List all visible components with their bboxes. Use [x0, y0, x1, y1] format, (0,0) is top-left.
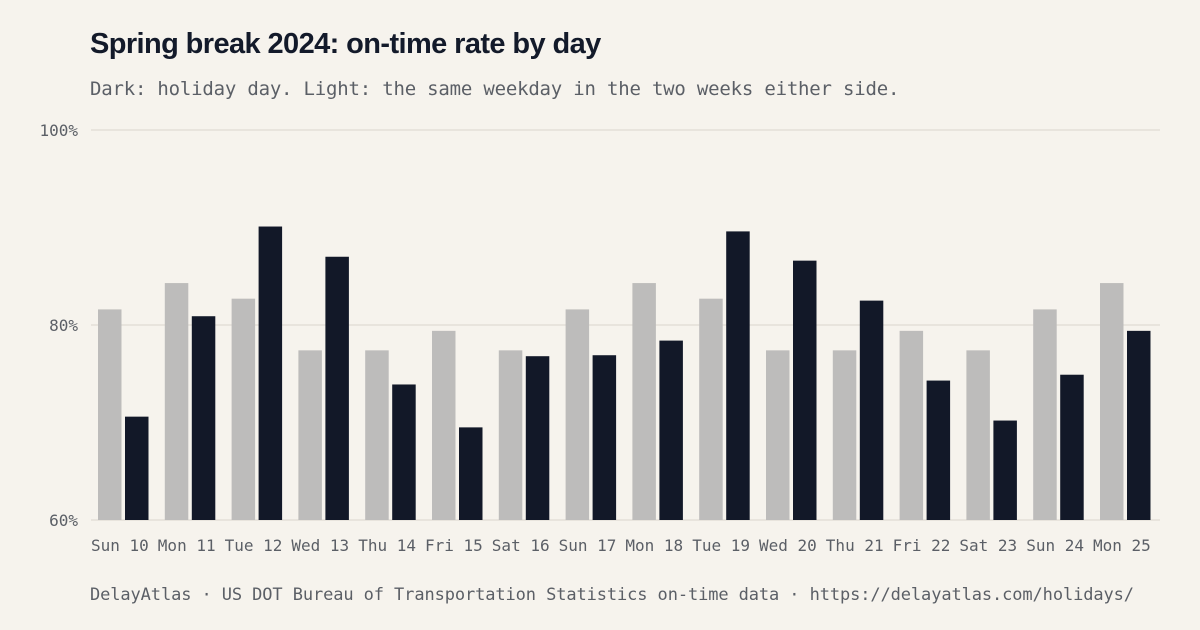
- x-category-label: Mon 11: [158, 536, 216, 555]
- bar-holiday: [926, 380, 951, 520]
- y-tick-label: 80%: [49, 316, 78, 335]
- x-category-label: Sat 16: [492, 536, 550, 555]
- bar-holiday: [726, 231, 750, 520]
- x-category-labels: Sun 10 Mon 11 Tue 12 Wed 13 Thu 14 Fri 15 Sat …: [91, 536, 1151, 555]
- bar-holiday: [525, 356, 550, 520]
- x-category-label: Wed 13: [291, 536, 349, 555]
- chart-title: Spring break 2024: on-time rate by day: [90, 28, 601, 60]
- x-category-label: Sat 23: [959, 536, 1017, 555]
- y-tick-label: 60%: [49, 511, 78, 530]
- x-category-label: Wed 20: [759, 536, 817, 555]
- bar-comparison: [899, 330, 924, 520]
- bar-comparison: [231, 298, 256, 520]
- bar-holiday: [793, 260, 817, 520]
- bar-holiday: [1060, 374, 1084, 520]
- bar-holiday: [859, 300, 884, 520]
- bar-holiday: [392, 384, 416, 520]
- bar-comparison: [1100, 283, 1124, 520]
- source-footer: DelayAtlas · US DOT Bureau of Transporta…: [90, 585, 1134, 605]
- bars: [98, 226, 1151, 520]
- bar-comparison: [832, 350, 857, 520]
- bar-comparison: [632, 283, 656, 520]
- x-category-label: Fri 22: [893, 536, 951, 555]
- bar-comparison: [164, 283, 189, 520]
- y-tick-label: 100%: [39, 121, 78, 140]
- bar-comparison: [766, 350, 790, 520]
- bar-comparison: [966, 350, 990, 520]
- bar-holiday: [1127, 330, 1151, 520]
- chart-subtitle: Dark: holiday day. Light: the same weekd…: [90, 78, 900, 100]
- bar-holiday: [325, 256, 349, 520]
- x-category-label: Thu 21: [826, 536, 884, 555]
- bar-holiday: [659, 340, 683, 520]
- bar-holiday: [993, 420, 1017, 520]
- bar-holiday: [125, 416, 149, 520]
- bar-comparison: [365, 350, 389, 520]
- x-category-label: Sun 17: [559, 536, 617, 555]
- bar-comparison: [98, 309, 122, 520]
- x-category-label: Sun 24: [1026, 536, 1084, 555]
- x-category-label: Tue 12: [225, 536, 283, 555]
- x-category-label: Sun 10: [91, 536, 149, 555]
- x-category-label: Mon 25: [1093, 536, 1151, 555]
- x-category-label: Mon 18: [625, 536, 683, 555]
- bar-comparison: [432, 330, 456, 520]
- bar-comparison: [1033, 309, 1057, 520]
- bar-comparison: [699, 298, 723, 520]
- bar-holiday: [459, 427, 483, 520]
- x-category-label: Thu 14: [358, 536, 416, 555]
- bar-holiday: [258, 226, 283, 520]
- y-tick-labels: 60% 80% 100%: [39, 121, 78, 530]
- bar-holiday: [592, 355, 617, 520]
- x-category-label: Fri 15: [425, 536, 483, 555]
- bar-comparison: [298, 350, 322, 520]
- bar-comparison: [498, 350, 523, 520]
- x-category-label: Tue 19: [692, 536, 750, 555]
- bar-comparison: [565, 309, 590, 520]
- bar-holiday: [191, 316, 216, 520]
